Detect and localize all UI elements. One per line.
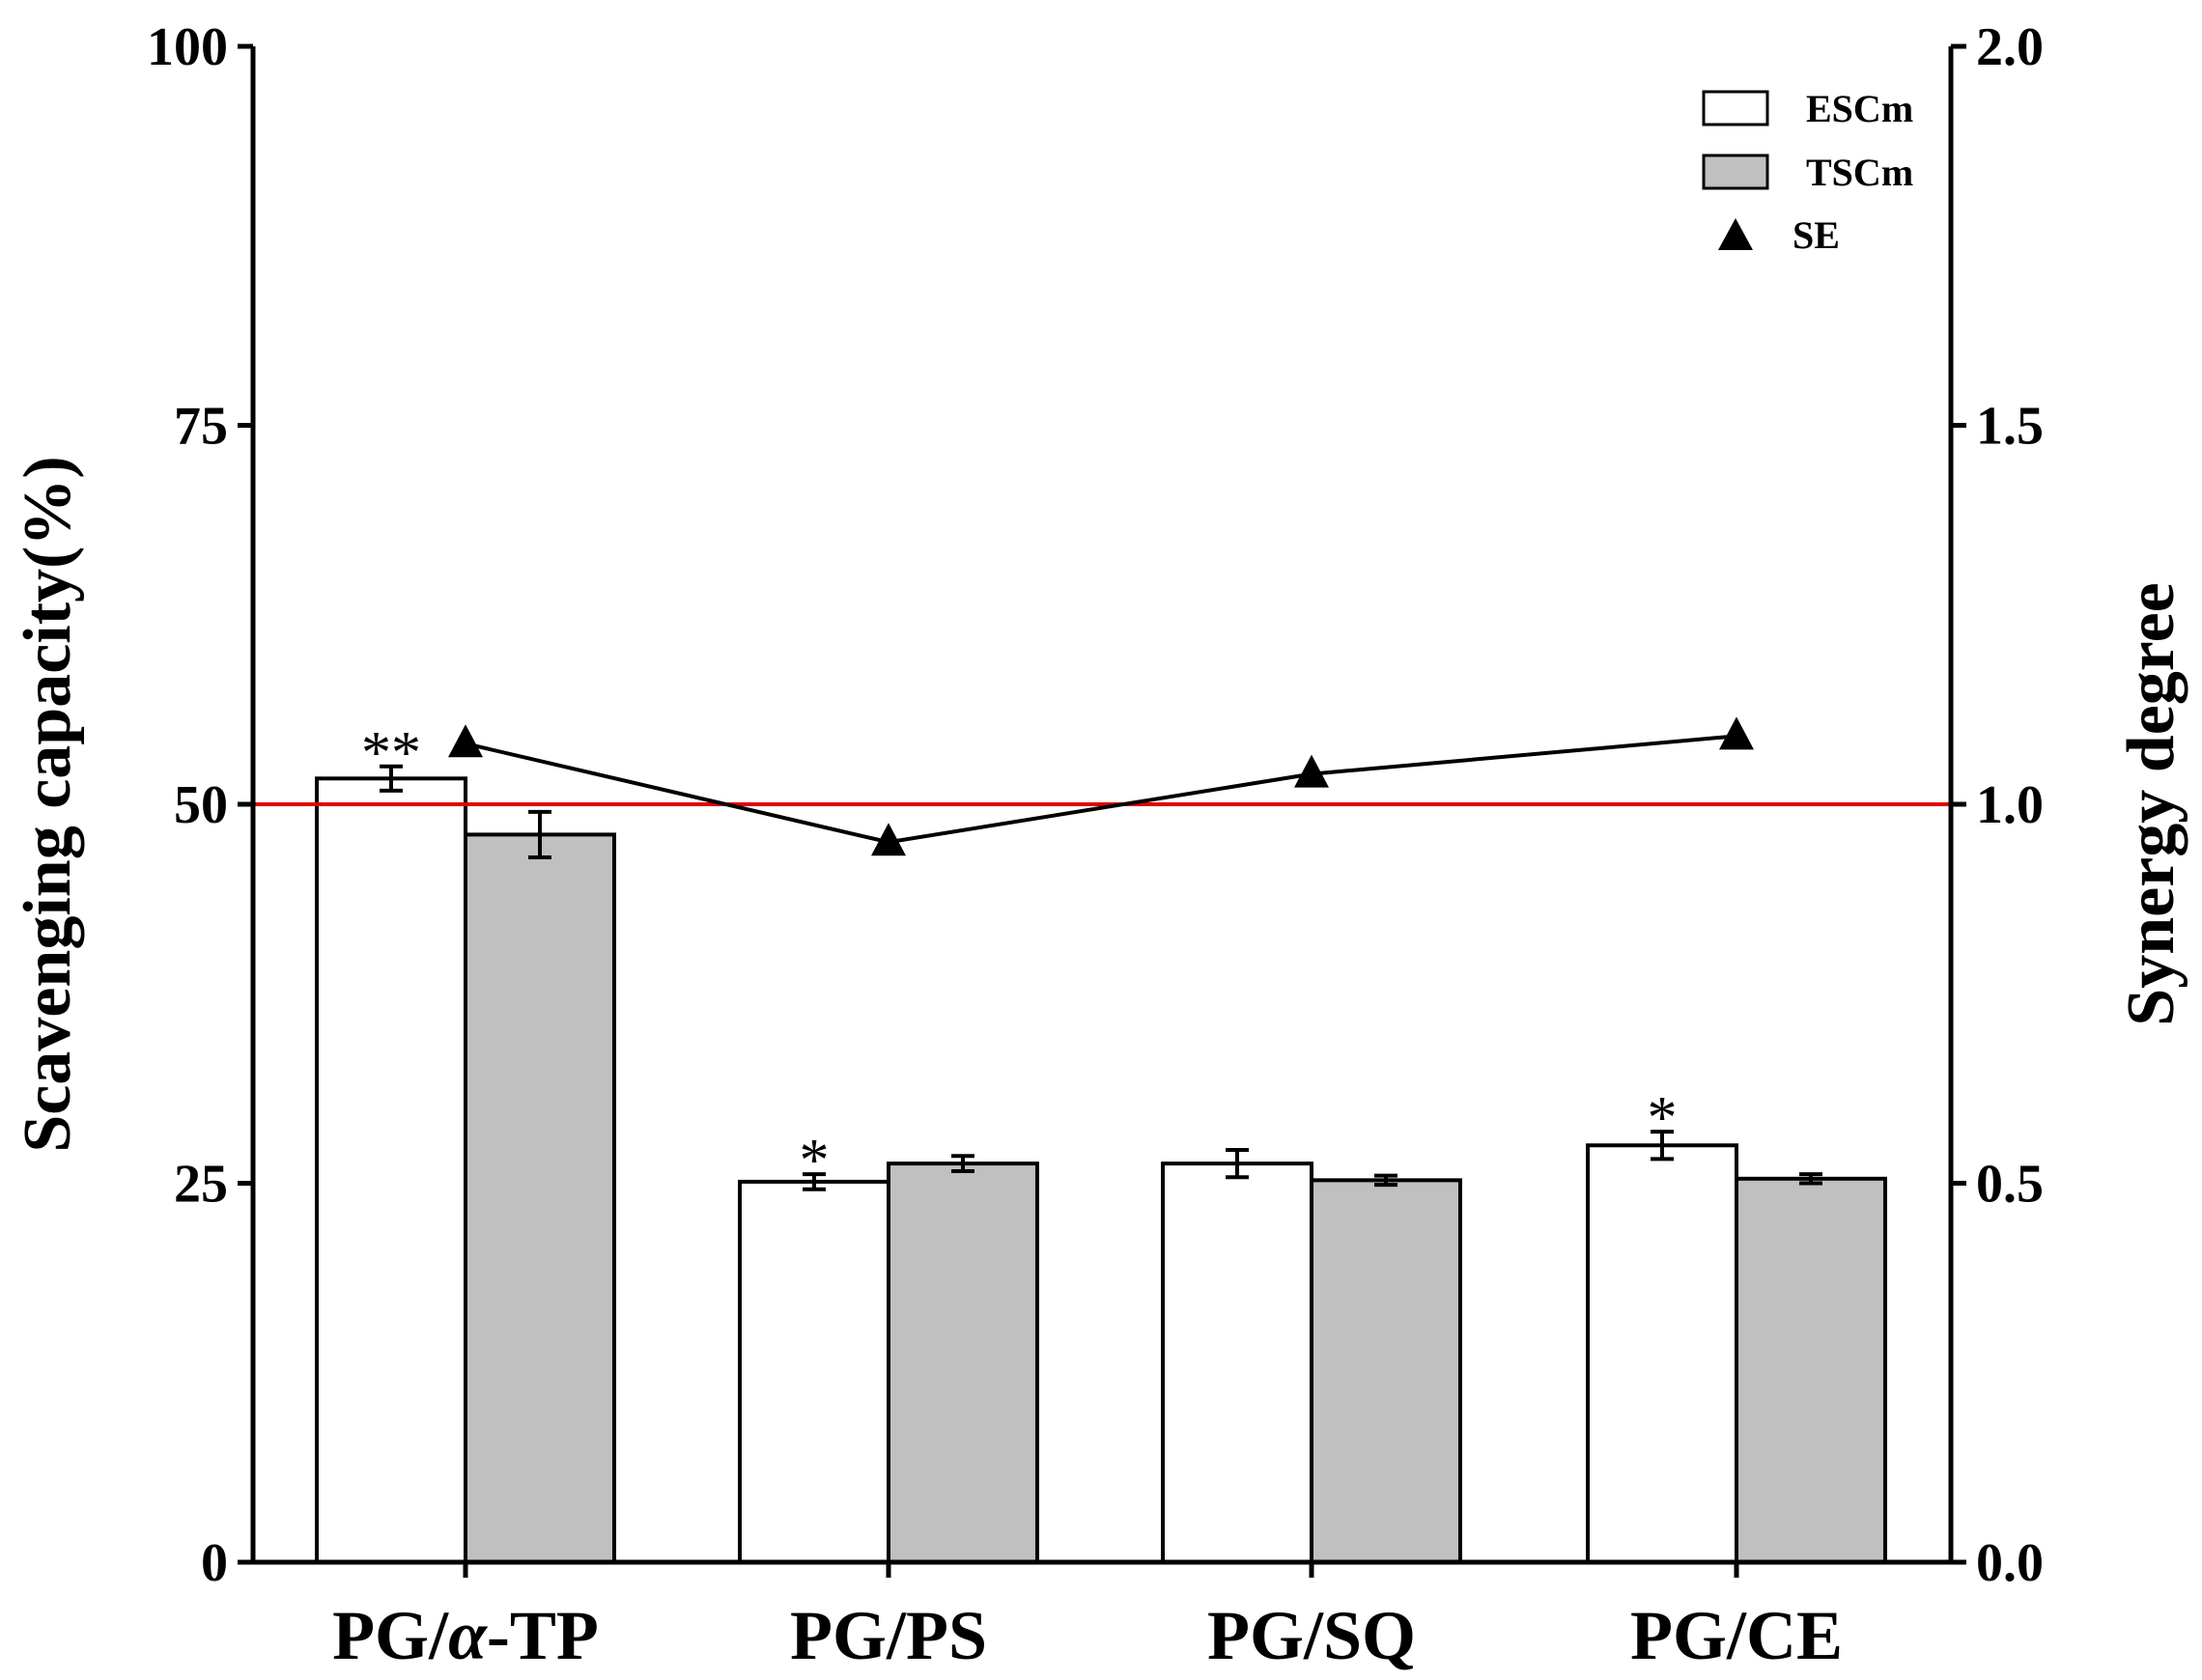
category-label-part: PG/CE	[1630, 1597, 1843, 1674]
se-marker-1	[871, 823, 906, 856]
legend-marker-se	[1718, 218, 1753, 250]
legend-label-tscm: TSCm	[1806, 151, 1913, 194]
bars-layer	[315, 776, 1887, 1565]
category-label-3: PG/CE	[1630, 1597, 1843, 1674]
bar-tscm-2	[1310, 1178, 1462, 1564]
y-right-title: Synergy degree	[2114, 582, 2188, 1025]
category-label-italic: α	[448, 1597, 488, 1674]
bar-escm-3	[1586, 1143, 1738, 1564]
category-label-part: PG/SQ	[1207, 1597, 1416, 1674]
legend: ESCm TSCm SE	[1702, 87, 1913, 257]
legend-swatch-tscm	[1702, 154, 1769, 190]
right-tick-label-3: 1.5	[1976, 397, 2044, 457]
category-label-1: PG/PS	[790, 1597, 987, 1674]
category-label-part: PG/	[332, 1597, 449, 1674]
se-line-layer	[448, 716, 1754, 856]
left-tick-label-1: 25	[174, 1155, 228, 1215]
left-tick-label-4: 100	[147, 17, 228, 77]
left-tick-label-0: 0	[201, 1533, 228, 1593]
legend-swatch-escm	[1702, 90, 1769, 126]
bar-tscm-1	[887, 1162, 1039, 1564]
right-tick-label-4: 2.0	[1976, 17, 2044, 77]
significance-mark-0: **	[361, 720, 421, 786]
bar-escm-2	[1161, 1162, 1313, 1564]
ticks-layer: 0 25 50 75 100 0.0 0.5 1.0 1.5 2.0	[147, 17, 2044, 1593]
category-label-suffix: -TP	[487, 1597, 599, 1674]
bar-escm-0	[315, 776, 467, 1564]
se-line	[465, 734, 1737, 845]
category-label-part: PG/PS	[790, 1597, 987, 1674]
labels-layer: PG/α-TP PG/PS PG/SQ PG/CE Scavenging capacit…	[11, 456, 2188, 1674]
y-left-title: Scavenging capacity(%)	[11, 456, 85, 1152]
se-marker-0	[448, 724, 483, 758]
bar-tscm-0	[464, 832, 616, 1564]
category-label-2: PG/SQ	[1207, 1597, 1416, 1674]
significance-mark-3: *	[1648, 1085, 1678, 1151]
left-tick-label-3: 75	[174, 397, 228, 457]
left-tick-label-2: 50	[174, 775, 228, 835]
bar-tscm-3	[1735, 1176, 1887, 1565]
error-bars-layer: ****	[361, 720, 1822, 1193]
legend-label-escm: ESCm	[1806, 87, 1913, 130]
right-tick-label-1: 0.5	[1976, 1155, 2044, 1215]
bar-escm-1	[738, 1179, 890, 1565]
se-marker-2	[1294, 754, 1329, 788]
legend-label-se: SE	[1793, 213, 1840, 257]
significance-mark-1: *	[800, 1128, 830, 1193]
right-tick-label-0: 0.0	[1976, 1533, 2044, 1593]
category-label-0: PG/α-TP	[332, 1597, 599, 1674]
right-tick-label-2: 1.0	[1976, 775, 2044, 835]
se-marker-3	[1719, 716, 1754, 750]
